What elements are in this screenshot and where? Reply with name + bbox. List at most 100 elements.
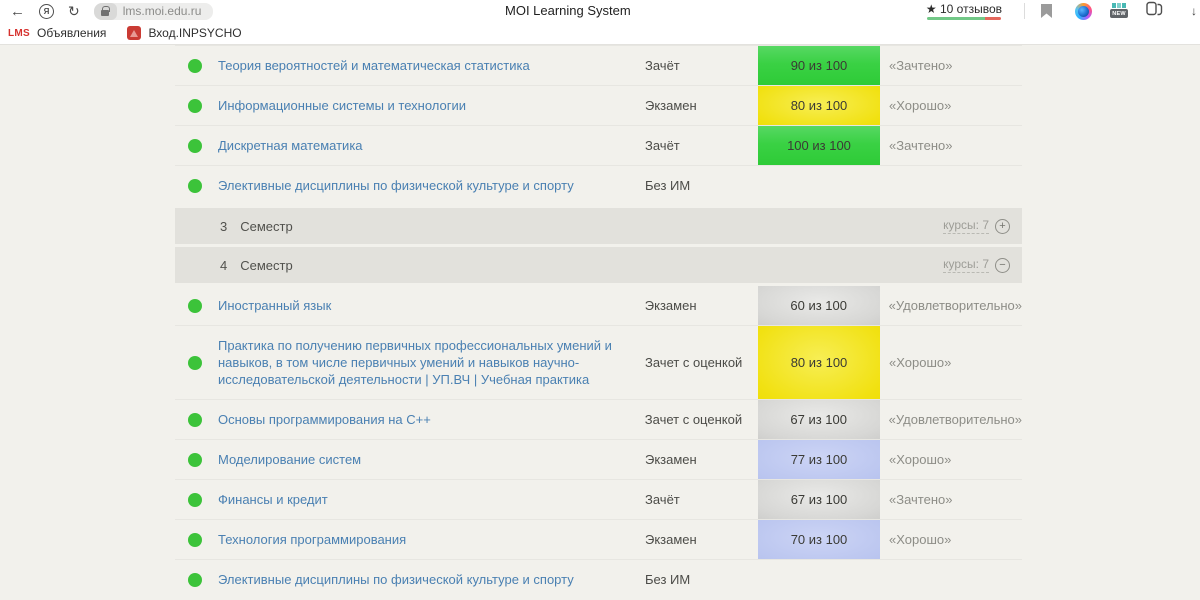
grade-label: «Хорошо»: [889, 452, 952, 467]
courses-count-link[interactable]: курсы: 7: [943, 257, 989, 273]
status-dot: [188, 412, 202, 427]
course-link[interactable]: Элективные дисциплины по физической куль…: [218, 572, 574, 587]
lock-icon[interactable]: [93, 2, 117, 20]
course-link[interactable]: Иностранный язык: [217, 298, 332, 313]
course-row: Моделирование систем Экзамен 77 из 100 «…: [175, 439, 1022, 479]
score-cell: 80 из 100: [758, 326, 880, 399]
course-link[interactable]: Технология программирования: [218, 532, 407, 547]
status-dot: [188, 138, 202, 153]
back-icon[interactable]: ←: [10, 2, 25, 20]
course-row: Дискретная математика Зачёт 100 из 100 «…: [175, 125, 1022, 165]
score-cell: 100 из 100: [758, 126, 880, 165]
grade-label: «Зачтено»: [889, 58, 953, 73]
semester-number: 4: [220, 257, 228, 273]
exam-type: Зачёт: [645, 138, 680, 153]
collapse-icon[interactable]: −: [995, 257, 1010, 273]
semester-label: Семестр: [240, 218, 293, 234]
browser-toolbar: ← Я ↻ lms.moi.edu.ru MOI Learning System…: [0, 0, 1200, 22]
bookmark-announcements[interactable]: LMS Объявления: [8, 26, 107, 40]
score-cell: 67 из 100: [758, 480, 880, 519]
status-dot: [188, 355, 202, 370]
course-row: Информационные системы и технологии Экза…: [175, 85, 1022, 125]
course-link[interactable]: Дискретная математика: [218, 138, 363, 153]
course-row: Основы программирования на C++ Зачет с о…: [175, 399, 1022, 439]
exam-type: Зачёт: [645, 58, 680, 73]
grade-label: «Зачтено»: [889, 138, 953, 153]
course-link[interactable]: Основы программирования на C++: [217, 412, 431, 427]
semester-number: 3: [220, 218, 228, 234]
score-cell: [758, 560, 880, 599]
new-extension-icon[interactable]: NEW: [1110, 3, 1128, 19]
toolbar-divider: [1024, 3, 1025, 19]
lms-favicon: LMS: [8, 27, 31, 39]
page-title: MOI Learning System: [505, 3, 631, 18]
grade-label: «Зачтено»: [889, 492, 953, 507]
bookmark-flag-icon[interactable]: [1041, 4, 1052, 18]
downloads-icon[interactable]: ↓: [1191, 4, 1197, 18]
status-dot: [188, 532, 202, 547]
bookmark-inpsycho[interactable]: Вход.INPSYCHO: [113, 26, 242, 40]
score-cell: 77 из 100: [758, 440, 880, 479]
score-cell: 80 из 100: [758, 86, 880, 125]
course-row: Практика по получению первичных професси…: [175, 325, 1022, 399]
course-row: Элективные дисциплины по физической куль…: [175, 559, 1022, 599]
score-cell: 67 из 100: [757, 400, 880, 439]
inpsycho-favicon: [127, 26, 142, 40]
grade-label: «Удовлетворительно»: [888, 298, 1022, 313]
semester-header-4: 4 Семестр курсы: 7 −: [175, 247, 1022, 283]
extension-orb-icon[interactable]: [1075, 2, 1092, 20]
grade-label: «Хорошо»: [889, 355, 952, 370]
courses-count-link[interactable]: курсы: 7: [943, 218, 989, 234]
grade-label: «Удовлетворительно»: [888, 412, 1022, 427]
course-link[interactable]: Теория вероятностей и математическая ста…: [218, 58, 530, 73]
status-dot: [188, 298, 202, 313]
grades-table: Теория вероятностей и математическая ста…: [175, 45, 1022, 600]
score-cell: 70 из 100: [758, 520, 880, 559]
status-dot: [188, 492, 202, 507]
reload-icon[interactable]: ↻: [68, 3, 80, 19]
site-reviews-button[interactable]: ★ 10 отзывов: [926, 2, 1002, 20]
grade-label: [880, 560, 1022, 599]
course-row: Технология программирования Экзамен 70 и…: [175, 519, 1022, 559]
exam-type: Зачёт: [645, 492, 680, 507]
url-text: lms.moi.edu.ru: [122, 4, 202, 18]
page-content: Теория вероятностей и математическая ста…: [0, 45, 1200, 600]
course-link[interactable]: Моделирование систем: [218, 452, 362, 467]
grade-label: «Хорошо»: [889, 532, 952, 547]
new-badge: NEW: [1110, 9, 1128, 18]
course-link[interactable]: Практика по получению первичных професси…: [218, 338, 612, 387]
course-link[interactable]: Информационные системы и технологии: [218, 98, 466, 113]
address-bar[interactable]: lms.moi.edu.ru: [93, 2, 214, 20]
tab-groups-icon[interactable]: [1146, 1, 1163, 21]
course-row: Элективные дисциплины по физической куль…: [175, 165, 1022, 205]
semester-label: Семестр: [240, 257, 293, 273]
toolbar-right-cluster: ★ 10 отзывов NEW ↓: [926, 0, 1200, 22]
exam-type: Без ИМ: [645, 178, 691, 193]
course-row: Финансы и кредит Зачёт 67 из 100 «Зачтен…: [175, 479, 1022, 519]
course-row: Теория вероятностей и математическая ста…: [175, 46, 1022, 85]
course-link[interactable]: Элективные дисциплины по физической куль…: [218, 178, 574, 193]
exam-type: Экзамен: [644, 298, 697, 313]
exam-type: Экзамен: [645, 452, 697, 467]
status-dot: [188, 178, 202, 193]
course-link[interactable]: Финансы и кредит: [218, 492, 328, 507]
exam-type: Экзамен: [645, 98, 697, 113]
expand-icon[interactable]: +: [995, 218, 1010, 234]
exam-type: Зачет с оценкой: [644, 412, 743, 427]
exam-type: Без ИМ: [645, 572, 691, 587]
status-dot: [188, 452, 202, 467]
grade-label: [880, 166, 1022, 205]
reviews-label: ★ 10 отзывов: [925, 2, 1002, 16]
grade-label: «Хорошо»: [889, 98, 952, 113]
reviews-rating-bar: [926, 17, 1001, 20]
status-dot: [188, 572, 202, 587]
score-cell: 60 из 100: [757, 286, 880, 325]
score-cell: 90 из 100: [758, 46, 880, 85]
exam-type: Экзамен: [645, 532, 697, 547]
yandex-button[interactable]: Я: [39, 3, 54, 19]
status-dot: [188, 98, 202, 113]
status-dot: [188, 58, 202, 73]
course-row: Иностранный язык Экзамен 60 из 100 «Удов…: [175, 286, 1022, 325]
semester-header-3: 3 Семестр курсы: 7 +: [175, 208, 1022, 244]
bookmarks-bar: LMS Объявления Вход.INPSYCHO: [0, 22, 1200, 45]
